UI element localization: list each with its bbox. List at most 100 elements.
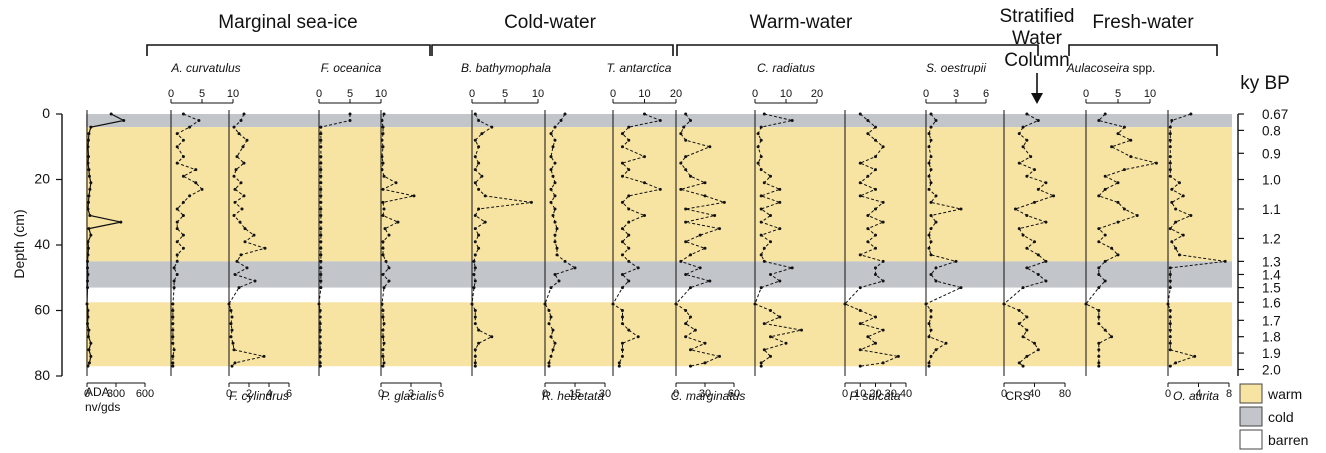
data-point: [679, 187, 683, 191]
data-point: [1103, 112, 1107, 116]
data-point: [1103, 187, 1107, 191]
data-point: [318, 354, 322, 358]
scale-tick-label: 0: [610, 88, 616, 100]
data-point: [881, 200, 885, 204]
data-point: [718, 354, 721, 358]
data-point: [181, 200, 185, 204]
data-point: [473, 138, 477, 142]
data-point: [929, 155, 933, 159]
data-point: [636, 335, 640, 339]
data-point: [547, 361, 551, 365]
data-point: [238, 220, 242, 224]
data-point: [874, 272, 877, 276]
data-point: [483, 194, 487, 198]
data-point: [800, 328, 803, 332]
data-point: [232, 214, 236, 218]
data-point: [874, 233, 877, 237]
data-point: [242, 194, 246, 198]
data-point: [778, 200, 782, 204]
data-point: [233, 200, 237, 204]
data-point: [1097, 364, 1101, 368]
data-point: [944, 341, 948, 345]
data-point: [756, 145, 760, 149]
scale-tick-label: 10: [638, 88, 650, 100]
scale-tick-label: 2: [246, 388, 252, 400]
data-point: [679, 259, 683, 263]
data-point: [858, 322, 862, 326]
group-label-warm-water: Warm-water: [750, 12, 853, 33]
data-point: [769, 272, 772, 276]
data-point: [620, 272, 624, 276]
series-line: [1085, 113, 1157, 367]
data-point: [1044, 259, 1048, 263]
data-point: [1021, 286, 1025, 290]
data-point: [769, 335, 772, 339]
data-point: [171, 341, 175, 345]
scale-tick-label: 20: [811, 88, 823, 100]
data-point: [684, 168, 688, 172]
scale-tick-label: 6: [286, 388, 292, 400]
series-unit: nv/gds: [85, 400, 120, 414]
data-point: [769, 354, 772, 358]
data-point: [381, 246, 385, 250]
data-point: [689, 364, 692, 368]
series-o-aurita: 0 4 8 O. aurita: [1165, 110, 1232, 403]
data-point: [477, 207, 481, 211]
data-point: [927, 132, 931, 136]
data-point: [1168, 364, 1172, 368]
data-point: [713, 214, 717, 218]
data-point: [643, 181, 646, 185]
data-point: [1002, 302, 1006, 306]
data-point: [1174, 246, 1178, 250]
data-point: [620, 253, 624, 257]
data-point: [698, 233, 702, 237]
data-point: [934, 348, 938, 352]
data-point: [381, 309, 385, 312]
data-point: [171, 335, 175, 339]
data-point: [1097, 354, 1101, 358]
data-point: [381, 328, 385, 332]
scale-tick-label: 20: [869, 388, 881, 400]
data-point: [573, 266, 577, 270]
data-point: [319, 240, 323, 244]
data-point: [553, 125, 557, 129]
data-point: [85, 266, 89, 270]
data-point: [627, 168, 631, 172]
data-point: [175, 240, 179, 244]
data-point: [1017, 309, 1021, 312]
data-point: [553, 240, 557, 244]
group-bracket-0: [146, 44, 431, 56]
data-point: [551, 174, 555, 178]
data-point: [382, 341, 386, 345]
data-point: [684, 322, 688, 326]
data-point: [384, 259, 388, 263]
group-bracket-3: [1068, 44, 1218, 56]
data-point: [858, 253, 862, 257]
data-point: [1168, 168, 1172, 172]
data-point: [874, 138, 877, 142]
data-point: [318, 364, 322, 368]
data-point: [382, 361, 386, 365]
scale-tick-label: 10: [227, 88, 239, 100]
data-point: [858, 348, 862, 352]
data-point: [194, 168, 198, 172]
data-point: [549, 200, 553, 204]
data-point: [318, 315, 322, 319]
data-point: [319, 168, 323, 172]
series-label: C. marginatus: [671, 389, 746, 403]
data-point: [86, 207, 90, 211]
depth-tick-label: 20: [34, 171, 50, 187]
data-point: [472, 272, 476, 276]
data-point: [87, 348, 91, 352]
scale-tick-label: 40: [1028, 388, 1040, 400]
data-point: [924, 302, 928, 306]
data-point: [171, 364, 175, 368]
data-point: [175, 132, 179, 136]
scale-tick-label: 8: [1226, 388, 1232, 400]
data-point: [477, 187, 481, 191]
data-point: [954, 259, 958, 263]
data-point: [769, 174, 772, 178]
data-point: [319, 181, 323, 185]
depth-axis-label: Depth (cm): [11, 209, 27, 278]
data-point: [380, 302, 384, 306]
